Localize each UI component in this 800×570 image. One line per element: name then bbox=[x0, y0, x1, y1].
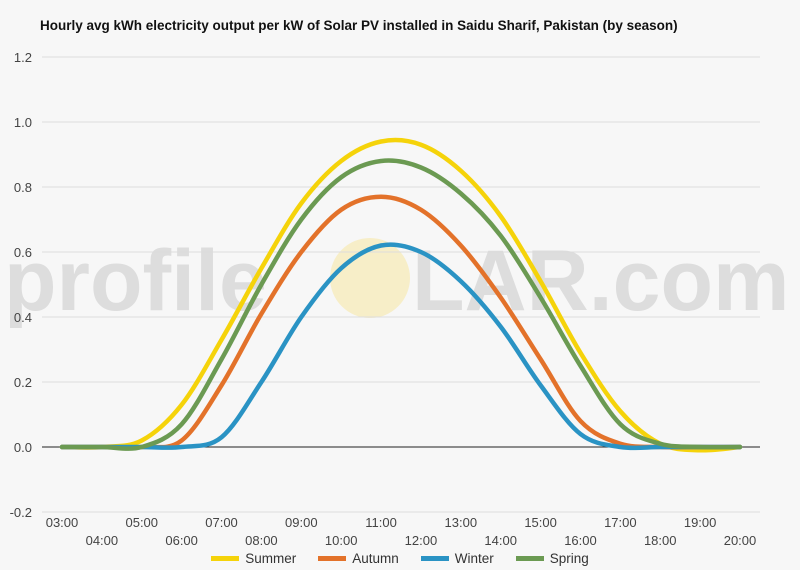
legend-swatch bbox=[211, 555, 240, 561]
y-tick-label: 1.2 bbox=[14, 50, 32, 65]
x-tick-label: 16:00 bbox=[564, 533, 597, 546]
legend-label: Summer bbox=[245, 550, 297, 566]
legend-swatch bbox=[318, 555, 347, 561]
legend-label: Spring bbox=[549, 550, 589, 566]
legend-item-summer: Summer bbox=[211, 548, 296, 568]
x-axis: 03:00 04:00 05:00 06:00 07:00 08:00 09:00 10:00… bbox=[46, 515, 757, 546]
x-tick-label: 04:00 bbox=[86, 533, 119, 546]
x-tick-label: 17:00 bbox=[604, 515, 637, 530]
legend-item-autumn: Autumn bbox=[318, 548, 399, 568]
y-tick-label: -0.2 bbox=[10, 505, 32, 520]
x-tick-label: 06:00 bbox=[165, 533, 198, 546]
series-line-winter bbox=[59, 242, 743, 451]
y-tick-label: 0.6 bbox=[14, 245, 32, 260]
series-line-summer bbox=[59, 137, 743, 453]
y-tick-label: 1.0 bbox=[14, 115, 32, 130]
watermark-text-right: LAR.com bbox=[412, 233, 789, 329]
watermark: profile LAR.com bbox=[4, 233, 789, 329]
y-tick-label: 0.4 bbox=[14, 310, 32, 325]
x-tick-label: 05:00 bbox=[125, 515, 158, 530]
legend-label: Winter bbox=[454, 550, 494, 566]
legend: Summer Autumn Winter Spring bbox=[0, 548, 800, 568]
series-line-autumn bbox=[59, 194, 743, 450]
x-tick-label: 13:00 bbox=[445, 515, 478, 530]
x-tick-label: 10:00 bbox=[325, 533, 358, 546]
x-tick-label: 18:00 bbox=[644, 533, 677, 546]
x-tick-label: 12:00 bbox=[405, 533, 438, 546]
chart-title: Hourly avg kWh electricity output per kW… bbox=[40, 18, 678, 33]
y-tick-label: 0.0 bbox=[14, 440, 32, 455]
x-tick-label: 03:00 bbox=[46, 515, 79, 530]
legend-item-winter: Winter bbox=[420, 548, 494, 568]
y-tick-label: 0.2 bbox=[14, 375, 32, 390]
series-line-spring bbox=[59, 158, 743, 451]
x-tick-label: 07:00 bbox=[205, 515, 238, 530]
line-chart: profile LAR.com -0.2 0.0 0.2 0.4 0.6 0.8 1.0 1.… bbox=[4, 50, 789, 546]
y-tick-label: 0.8 bbox=[14, 180, 32, 195]
watermark-sun-icon bbox=[330, 238, 410, 318]
x-tick-label: 19:00 bbox=[684, 515, 717, 530]
legend-swatch bbox=[515, 555, 544, 561]
x-tick-label: 14:00 bbox=[484, 533, 517, 546]
watermark-text-left: profile bbox=[4, 233, 267, 329]
x-tick-label: 11:00 bbox=[365, 515, 397, 530]
legend-item-spring: Spring bbox=[515, 548, 589, 568]
series-lines bbox=[59, 137, 743, 453]
y-axis: -0.2 0.0 0.2 0.4 0.6 0.8 1.0 1.2 bbox=[10, 50, 32, 520]
x-tick-label: 15:00 bbox=[524, 515, 557, 530]
legend-swatch bbox=[420, 555, 449, 561]
x-tick-label: 08:00 bbox=[245, 533, 278, 546]
legend-label: Autumn bbox=[352, 550, 399, 566]
x-tick-label: 20:00 bbox=[724, 533, 757, 546]
x-tick-label: 09:00 bbox=[285, 515, 318, 530]
